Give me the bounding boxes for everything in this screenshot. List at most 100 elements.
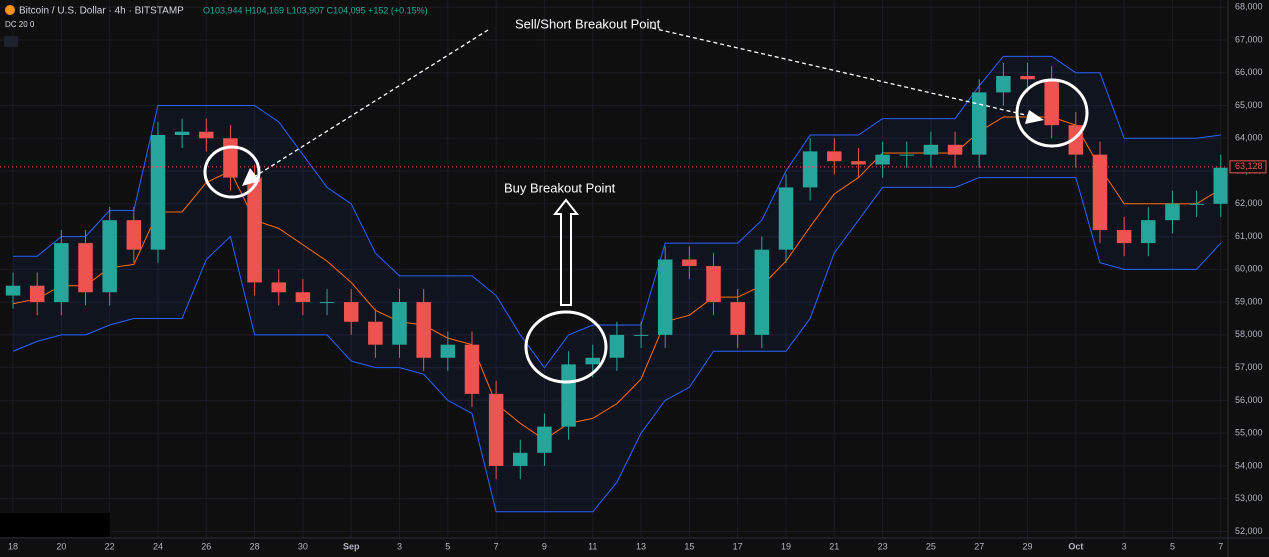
- candle-body: [971, 92, 987, 155]
- x-tick-label: 21: [829, 541, 839, 551]
- y-tick-label: 67,000: [1235, 34, 1263, 44]
- candle-body: [102, 220, 117, 293]
- y-tick-label: 66,000: [1235, 67, 1263, 77]
- x-tick-label: Sep: [343, 541, 360, 551]
- x-tick-label: 5: [445, 541, 450, 551]
- indicator-label: DC 20 0: [5, 20, 35, 29]
- circle: [524, 310, 608, 384]
- y-tick-label: 58,000: [1235, 329, 1263, 339]
- candle-body: [730, 302, 745, 335]
- collapse-button[interactable]: [4, 36, 18, 47]
- x-tick-label: 29: [1023, 541, 1033, 551]
- y-tick-label: 56,000: [1235, 395, 1263, 405]
- candle-body: [343, 302, 359, 322]
- candle-body: [682, 259, 697, 267]
- coin-icon: [5, 5, 15, 15]
- x-tick-label: 3: [1122, 541, 1127, 551]
- symbol: Bitcoin / U.S. Dollar · 4h · BITSTAMP: [19, 6, 184, 17]
- y-tick-label: 68,000: [1235, 2, 1263, 12]
- candle-body: [368, 321, 383, 345]
- candle-body: [633, 334, 649, 336]
- candle-body: [295, 292, 311, 303]
- candle-body: [1020, 76, 1035, 80]
- x-tick-label: 22: [105, 541, 115, 551]
- x-tick-label: 26: [201, 541, 211, 551]
- x-tick-label: 11: [588, 541, 597, 551]
- blank-box: [0, 513, 110, 537]
- annotation: Sell/Short Breakout Point: [515, 16, 661, 31]
- annotation: Buy Breakout Point: [504, 180, 616, 195]
- candle-body: [996, 76, 1011, 93]
- x-tick-label: 23: [878, 541, 888, 551]
- candle-body: [319, 302, 335, 304]
- candle-body: [392, 302, 407, 345]
- candle-body: [247, 177, 262, 283]
- channel-basis: [12, 116, 1222, 441]
- x-tick-label: 7: [1218, 541, 1223, 551]
- x-tick-label: 5: [1170, 541, 1175, 551]
- candle-body: [585, 357, 600, 365]
- candle-body: [754, 249, 770, 335]
- candle-body: [416, 302, 431, 358]
- candle-body: [657, 259, 673, 335]
- candle-body: [271, 282, 286, 293]
- x-tick-label: 24: [153, 541, 163, 551]
- channel-fill: [13, 56, 1221, 512]
- x-tick-label: Oct: [1068, 541, 1083, 551]
- x-tick-label: 30: [298, 541, 308, 551]
- last-price-label: 63,128: [1235, 161, 1263, 171]
- x-tick-label: 20: [56, 541, 66, 551]
- x-tick-label: 7: [494, 541, 499, 551]
- arrowhead: [1025, 110, 1044, 124]
- y-tick-label: 52,000: [1235, 526, 1263, 536]
- arrowhead: [242, 168, 260, 186]
- x-tick-label: 17: [733, 541, 743, 551]
- candle-body: [199, 131, 214, 139]
- x-tick-label: 3: [397, 541, 402, 551]
- x-tick-label: 28: [250, 541, 260, 551]
- candle-body: [561, 364, 576, 427]
- candle-body: [609, 334, 625, 358]
- last-price-tag: [1229, 160, 1267, 174]
- y-tick-label: 64,000: [1235, 133, 1263, 143]
- candle-body: [537, 426, 552, 453]
- candle-body: [223, 138, 238, 178]
- candle-body: [1189, 203, 1204, 205]
- y-tick-label: 55,000: [1235, 428, 1263, 438]
- y-tick-label: 53,000: [1235, 493, 1263, 503]
- candle-body: [778, 187, 794, 250]
- plot-area: [0, 0, 1228, 538]
- candle-body: [29, 285, 45, 303]
- x-tick-label: 13: [636, 541, 646, 551]
- x-tick-label: 15: [684, 541, 694, 551]
- x-tick-label: 18: [8, 541, 18, 551]
- candle-body: [464, 344, 480, 394]
- arrow-line: [651, 27, 1031, 117]
- candle-body: [54, 243, 69, 303]
- candle-body: [126, 220, 142, 250]
- x-tick-label: 9: [542, 541, 547, 551]
- candle-body: [802, 151, 818, 188]
- candle-body: [1116, 230, 1132, 244]
- candle-body: [150, 134, 166, 250]
- candle-body: [923, 144, 939, 155]
- candle-body: [488, 393, 504, 466]
- ohlc-legend: O103,944 H104,169 L103,907 C104,095 +152…: [203, 5, 428, 15]
- y-tick-label: 59,000: [1235, 296, 1263, 306]
- candle-body: [827, 151, 842, 162]
- y-tick-label: 65,000: [1235, 100, 1263, 110]
- y-tick-label: 62,000: [1235, 198, 1263, 208]
- y-tick-label: 60,000: [1235, 264, 1263, 274]
- candle-body: [1165, 203, 1180, 221]
- candle-body: [1213, 167, 1228, 204]
- candle-body: [706, 266, 721, 303]
- candle-body: [947, 144, 963, 155]
- y-tick-label: 61,000: [1235, 231, 1263, 241]
- x-tick-label: 27: [974, 541, 984, 551]
- x-tick-label: 19: [781, 541, 791, 551]
- x-tick-label: 25: [926, 541, 936, 551]
- candle-body: [174, 131, 190, 135]
- circle: [203, 145, 261, 199]
- y-tick-label: 57,000: [1235, 362, 1263, 372]
- candle-body: [851, 161, 866, 165]
